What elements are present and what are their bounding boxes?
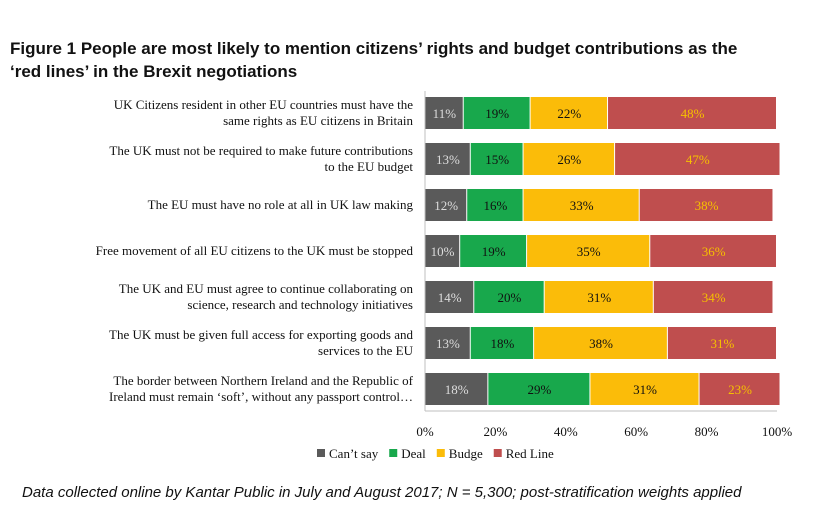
bar-segment-2 [523, 189, 639, 221]
bar-segment-0 [425, 235, 460, 267]
bar-segment-1 [460, 235, 527, 267]
bar-segment-0 [425, 327, 470, 359]
chart-title-line-2: ‘red lines’ in the Brexit negotiations [10, 62, 298, 81]
bar-segment-1 [488, 373, 590, 405]
category-label: The UK and EU must agree to continue col… [119, 281, 414, 296]
bar-segment-1 [474, 281, 544, 313]
bar-segment-3 [615, 143, 780, 175]
bar-segment-1 [470, 327, 534, 359]
data-label: 29% [527, 382, 551, 397]
bar-segment-3 [667, 327, 776, 359]
category-label: services to the EU [318, 343, 414, 358]
x-tick-label: 40% [554, 424, 578, 439]
bar-segment-1 [470, 143, 523, 175]
legend-swatch-1 [389, 449, 398, 457]
category-label: Free movement of all EU citizens to the … [96, 243, 414, 258]
bar-segment-0 [425, 189, 467, 221]
x-tick-label: 100% [762, 424, 793, 439]
data-label: 11% [433, 106, 457, 121]
data-label: 31% [711, 336, 735, 351]
bar-segment-3 [639, 189, 773, 221]
bar-segment-0 [425, 143, 470, 175]
category-label: The EU must have no role at all in UK la… [148, 197, 414, 212]
data-label: 12% [434, 198, 458, 213]
chart-title-line-1: Figure 1 People are most likely to menti… [10, 39, 738, 58]
x-tick-label: 60% [624, 424, 648, 439]
category-label: to the EU budget [325, 159, 414, 174]
x-tick-label: 80% [695, 424, 719, 439]
data-label: 16% [483, 198, 507, 213]
legend-label: Red Line [506, 446, 554, 461]
data-label: 14% [438, 290, 462, 305]
data-label: 18% [445, 382, 469, 397]
bar-segment-2 [590, 373, 699, 405]
data-label: 23% [728, 382, 752, 397]
bar-segment-3 [653, 281, 773, 313]
legend-swatch-3 [493, 449, 502, 457]
data-label: 19% [482, 244, 506, 259]
bar-segment-0 [425, 281, 474, 313]
category-label: science, research and technology initiat… [187, 297, 413, 312]
footnote: Data collected online by Kantar Public i… [22, 484, 742, 501]
data-label: 20% [498, 290, 522, 305]
bar-segment-2 [523, 143, 615, 175]
data-label: 19% [485, 106, 509, 121]
legend-label: Budge [449, 446, 483, 461]
data-label: 26% [557, 152, 581, 167]
bar-segment-3 [608, 97, 776, 129]
data-label: 22% [557, 106, 581, 121]
category-label: The border between Northern Ireland and … [113, 373, 413, 388]
data-label: 47% [686, 152, 710, 167]
x-tick-label: 20% [483, 424, 507, 439]
data-label: 38% [589, 336, 613, 351]
bar-segment-3 [699, 373, 780, 405]
legend-label: Deal [401, 446, 426, 461]
stacked-bar-chart: UK Citizens resident in other EU countri… [96, 91, 793, 461]
bar-segment-2 [534, 327, 667, 359]
data-label: 33% [570, 198, 594, 213]
data-label: 13% [436, 152, 460, 167]
bar-segment-3 [650, 235, 776, 267]
data-label: 38% [695, 198, 719, 213]
category-label: The UK must not be required to make futu… [109, 143, 413, 158]
data-label: 31% [587, 290, 611, 305]
data-label: 34% [702, 290, 726, 305]
category-label: Ireland must remain ‘soft’, without any … [109, 389, 413, 404]
legend-swatch-0 [317, 449, 325, 457]
category-label: UK Citizens resident in other EU countri… [114, 97, 414, 112]
data-label: 35% [577, 244, 601, 259]
data-label: 15% [485, 152, 509, 167]
data-label: 36% [702, 244, 726, 259]
legend-swatch-2 [436, 449, 445, 457]
category-label: The UK must be given full access for exp… [109, 327, 413, 342]
category-label: same rights as EU citizens in Britain [223, 113, 413, 128]
bar-segment-2 [544, 281, 653, 313]
legend-label: Can’t say [329, 446, 379, 461]
bar-segment-2 [530, 97, 608, 129]
data-label: 13% [436, 336, 460, 351]
data-label: 48% [681, 106, 705, 121]
data-label: 18% [491, 336, 515, 351]
chart-title: Figure 1 People are most likely to menti… [10, 37, 810, 83]
data-label: 10% [431, 244, 455, 259]
bar-segment-0 [425, 373, 488, 405]
bar-segment-1 [467, 189, 523, 221]
bar-segment-1 [463, 97, 530, 129]
x-tick-label: 0% [416, 424, 434, 439]
bar-segment-0 [425, 97, 463, 129]
bar-segment-2 [527, 235, 650, 267]
data-label: 31% [633, 382, 657, 397]
